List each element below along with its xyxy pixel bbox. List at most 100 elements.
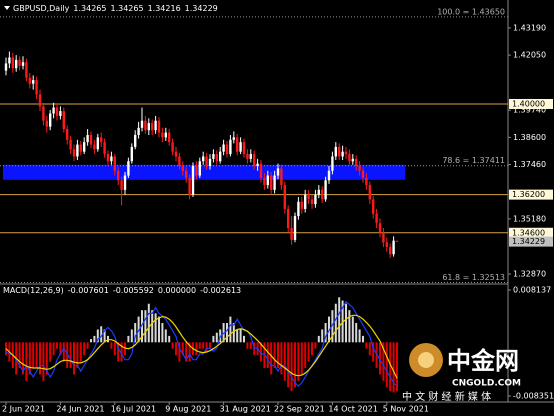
candle-body (351, 158, 354, 162)
macd-bar (25, 342, 28, 381)
x-tick-label: 2 Jun 2021 (2, 405, 45, 414)
candle-body (225, 144, 229, 155)
macd-bar (328, 316, 330, 343)
candle-body (205, 156, 208, 166)
macd-bar (130, 329, 133, 343)
candle-body (361, 170, 365, 178)
candle-body (334, 146, 337, 157)
candle-body (270, 175, 273, 190)
menu-arrow (4, 6, 10, 10)
candle-body (86, 134, 89, 143)
x-tick-label: 22 Sep 2021 (274, 405, 325, 414)
macd-bar (229, 316, 232, 343)
candle-body (144, 120, 147, 131)
candle-body (191, 165, 195, 195)
candle-body (202, 156, 205, 162)
candle-body (304, 194, 307, 209)
candle-body (236, 137, 239, 152)
watermark-logo-inner (418, 352, 434, 368)
candle-body (103, 142, 106, 155)
y-tick-label: 1.39740 (513, 106, 546, 115)
macd-bar (100, 326, 103, 343)
candle-body (181, 165, 184, 171)
macd-bar (311, 342, 313, 356)
macd-bar (317, 335, 320, 343)
macd-bar (18, 342, 21, 369)
macd-bar (365, 342, 368, 349)
candle-body (239, 142, 242, 152)
candle-body (310, 199, 314, 205)
candle-body (215, 154, 218, 162)
candle-body (89, 134, 93, 145)
macd-bar (355, 323, 358, 343)
candle-body (348, 154, 351, 162)
macd-bar (368, 342, 371, 356)
level-label: 1.40000 (512, 99, 545, 108)
macd-bar (144, 310, 147, 343)
ohlc-readout: 1.34265 (73, 4, 106, 13)
candle-body (117, 170, 120, 181)
candle-body (375, 213, 378, 224)
macd-readout: -0.002613 (200, 286, 241, 295)
candle-body (171, 142, 174, 152)
candle-body (344, 151, 348, 155)
macd-bar (151, 310, 154, 343)
macd-bar (392, 342, 395, 393)
y-tick-label: 1.38600 (513, 133, 546, 142)
macd-bar (297, 342, 300, 381)
ohlc-readout: 1.34265 (110, 4, 143, 13)
x-tick-label: 16 Jul 2021 (111, 405, 156, 414)
macd-bar (385, 342, 388, 388)
macd-bar (351, 316, 354, 343)
macd-bar (93, 335, 96, 343)
macd-bar (66, 342, 69, 369)
macd-bar (83, 342, 86, 356)
symbol: GBPUSD,Daily (13, 4, 70, 13)
candle-body (219, 151, 222, 162)
candle-body (161, 132, 164, 138)
watermark-site: CNGOLD.COM (452, 379, 521, 389)
macd-line (5, 314, 398, 379)
macd-bar (209, 342, 211, 349)
candle-body (378, 223, 382, 233)
macd-bar (338, 297, 341, 343)
candle-body (59, 111, 62, 116)
macd-bar (120, 342, 123, 362)
candle-body (174, 151, 178, 157)
candle-body (300, 201, 303, 209)
macd-bar (168, 335, 171, 343)
candle-body (38, 94, 42, 107)
candle-body (222, 144, 225, 152)
candle-body (263, 177, 266, 186)
candle-body (395, 240, 399, 242)
candle-body (106, 154, 110, 162)
macd-bar (158, 316, 160, 343)
candle-body (317, 189, 320, 195)
macd-bar (103, 329, 106, 343)
x-tick-label: 24 Jun 2021 (56, 405, 104, 414)
macd-bar (348, 310, 351, 343)
macd-bar (239, 329, 242, 343)
candle-body (290, 228, 293, 240)
candle-body (178, 156, 181, 166)
candle-body (307, 194, 310, 200)
macd-bar (161, 323, 164, 343)
candle-body (127, 161, 130, 176)
candle-body (164, 132, 167, 138)
candle-body (147, 123, 150, 131)
candle-body (297, 201, 300, 217)
candle-body (96, 137, 99, 150)
macd-bar (253, 342, 256, 356)
macd-bar (185, 342, 188, 362)
macd-bar (79, 342, 82, 362)
macd-bar (22, 342, 24, 375)
candle-body (69, 139, 72, 150)
macd-bar (382, 342, 385, 381)
candle-body (4, 63, 8, 71)
candle-body (392, 240, 395, 255)
macd-bar (232, 323, 235, 343)
candle-body (76, 144, 79, 157)
candle-body (72, 149, 76, 157)
candle-body (100, 137, 103, 143)
